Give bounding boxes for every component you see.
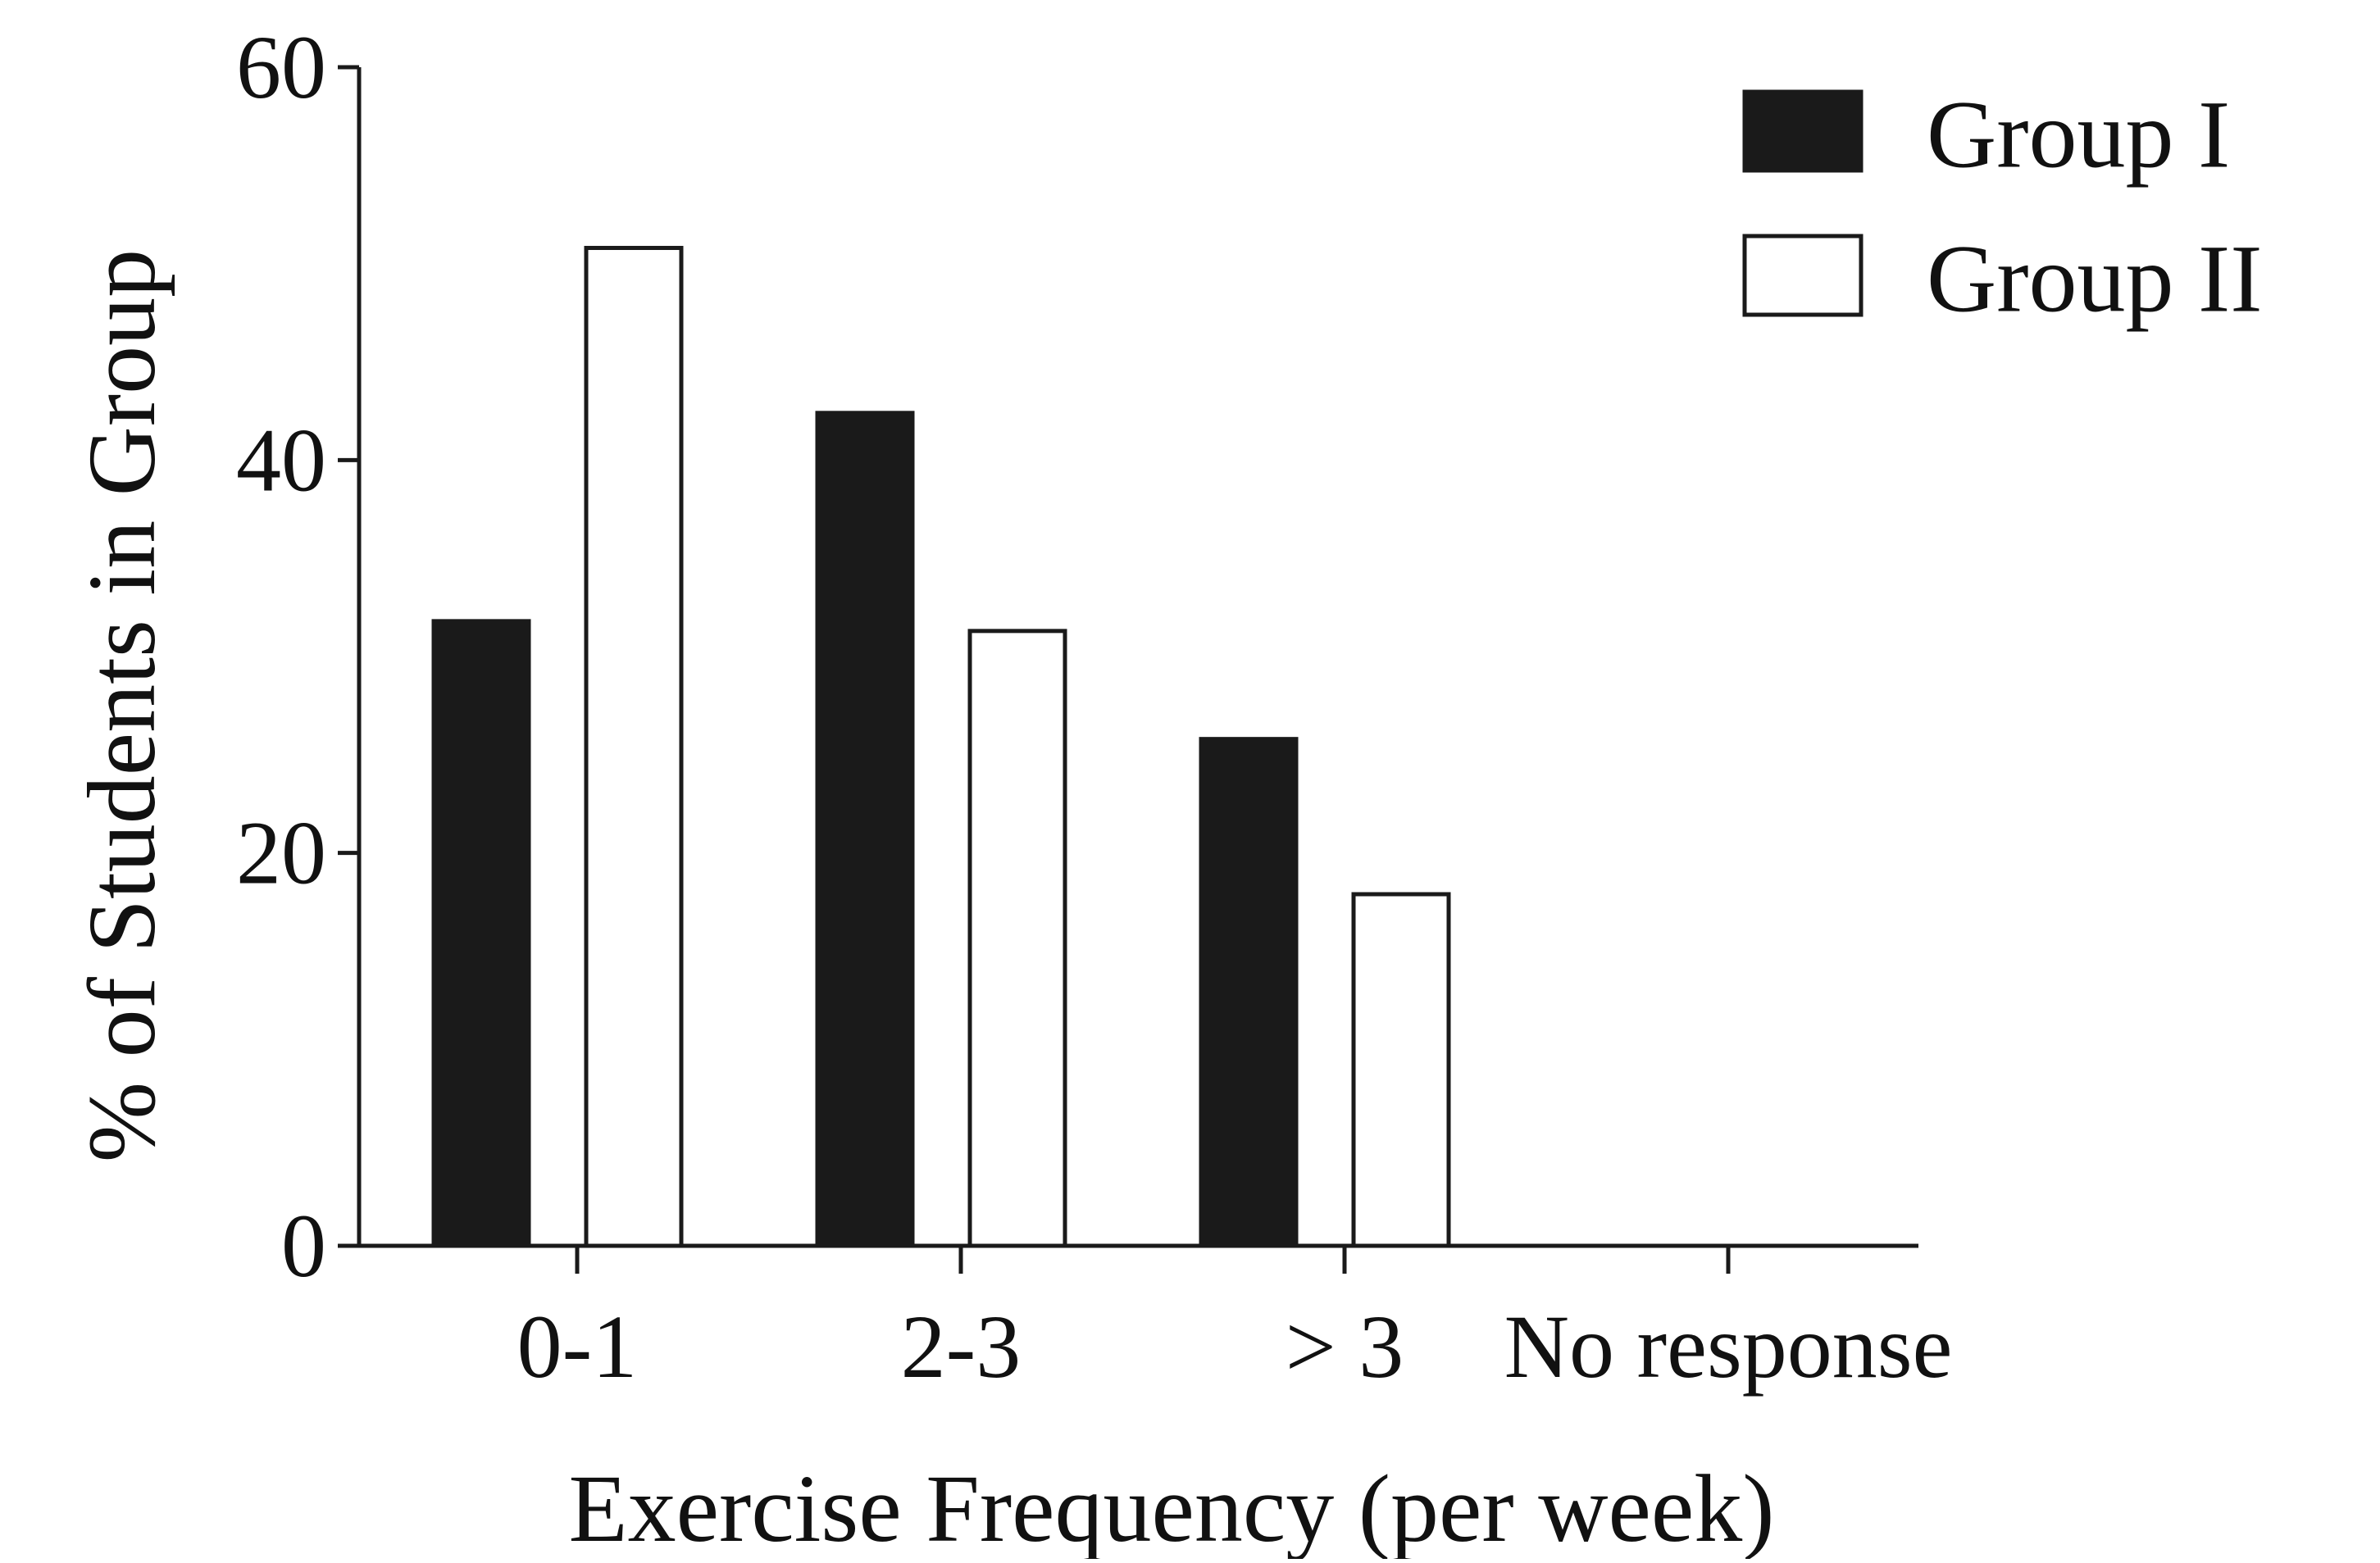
legend-label: Group I: [1927, 81, 2230, 189]
x-tick-label: 0-1: [517, 1297, 638, 1397]
x-tick-label: > 3: [1286, 1297, 1404, 1397]
y-tick-label: 40: [236, 410, 326, 510]
legend: Group I Group II: [1742, 81, 2263, 333]
bars: [431, 245, 1451, 1248]
legend-swatch: [1742, 89, 1863, 173]
y-tick-label: 20: [236, 803, 326, 903]
bar-group-i: [431, 619, 531, 1248]
legend-label: Group II: [1927, 225, 2263, 333]
bar-group-ii: [967, 629, 1067, 1248]
x-tick-label: No response: [1504, 1297, 1953, 1397]
bar-group-ii: [1351, 892, 1451, 1248]
y-axis-title: % of Students in Group: [68, 249, 175, 1162]
axes: [338, 65, 1918, 1274]
y-tick-label: 0: [281, 1196, 326, 1296]
legend-swatch: [1742, 234, 1863, 317]
bar-group-i: [1199, 737, 1299, 1248]
bar-group-ii: [584, 245, 684, 1248]
bar-group-i: [815, 411, 915, 1248]
x-axis-title: Exercise Frequency (per week): [569, 1455, 1775, 1559]
y-tick-label: 60: [236, 17, 326, 117]
axis-labels: 0 20 40 60 0-1 2-3 > 3 No response Exercise Freq…: [68, 17, 1953, 1562]
x-tick-label: 2-3: [901, 1297, 1022, 1397]
